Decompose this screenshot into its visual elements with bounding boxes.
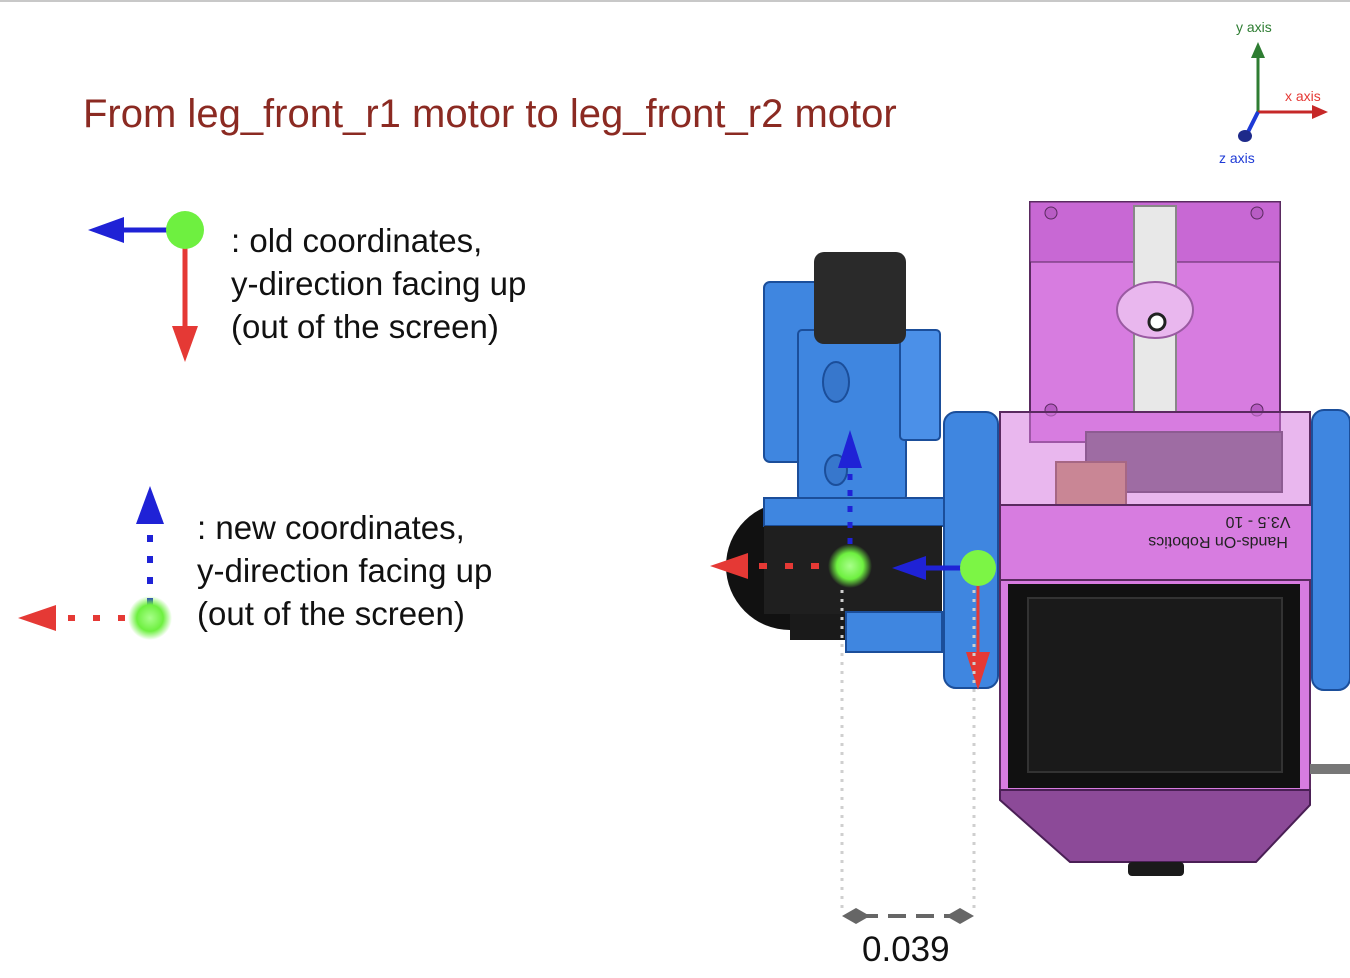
model-label: Hands-On Robotics V3.5 - 10 (1148, 513, 1290, 550)
dimension-value: 0.039 (862, 930, 950, 969)
legend-old-line2: y-direction facing up (231, 265, 527, 302)
y-axis-label: y axis (1236, 19, 1272, 35)
top-border (0, 0, 1350, 2)
dimension-indicator (840, 590, 976, 924)
robot-leg-model (726, 201, 1350, 876)
axis-triad-icon (1238, 42, 1328, 142)
x-axis-label: x axis (1285, 88, 1321, 104)
legend-old-line1: : old coordinates, (231, 222, 483, 259)
model-label-line2: V3.5 - 10 (1225, 513, 1290, 530)
legend-new-line2: y-direction facing up (197, 552, 493, 589)
z-axis-label: z axis (1219, 150, 1255, 166)
page-title: From leg_front_r1 motor to leg_front_r2 … (83, 92, 897, 136)
legend-old-icon (88, 211, 204, 362)
legend-old-text: : old coordinates, y-direction facing up… (231, 219, 526, 348)
old-frame-marker (892, 550, 996, 690)
legend-new-line3: (out of the screen) (197, 595, 465, 632)
model-label-line1: Hands-On Robotics (1148, 533, 1288, 550)
new-frame-marker (710, 430, 872, 588)
legend-new-text: : new coordinates, y-direction facing up… (197, 506, 492, 635)
legend-new-icon (18, 486, 172, 640)
legend-old-line3: (out of the screen) (231, 308, 499, 345)
legend-new-line1: : new coordinates, (197, 509, 465, 546)
